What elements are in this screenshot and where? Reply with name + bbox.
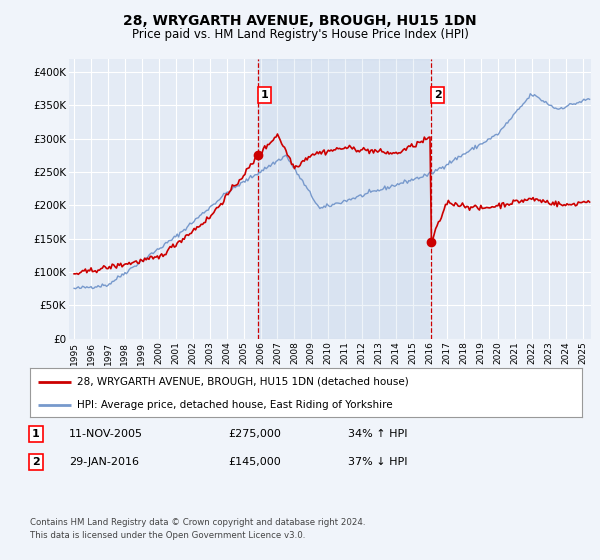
Text: 34% ↑ HPI: 34% ↑ HPI xyxy=(348,429,407,439)
Text: 37% ↓ HPI: 37% ↓ HPI xyxy=(348,457,407,467)
Text: 28, WRYGARTH AVENUE, BROUGH, HU15 1DN (detached house): 28, WRYGARTH AVENUE, BROUGH, HU15 1DN (d… xyxy=(77,377,409,387)
Bar xyxy=(259,59,431,339)
Text: 11-NOV-2005: 11-NOV-2005 xyxy=(69,429,143,439)
Text: £275,000: £275,000 xyxy=(228,429,281,439)
Text: 1: 1 xyxy=(261,90,269,100)
Text: £145,000: £145,000 xyxy=(228,457,281,467)
Text: 2: 2 xyxy=(434,90,442,100)
Text: 28, WRYGARTH AVENUE, BROUGH, HU15 1DN: 28, WRYGARTH AVENUE, BROUGH, HU15 1DN xyxy=(123,14,477,28)
Text: Contains HM Land Registry data © Crown copyright and database right 2024.
This d: Contains HM Land Registry data © Crown c… xyxy=(30,518,365,539)
Text: 29-JAN-2016: 29-JAN-2016 xyxy=(69,457,139,467)
Text: HPI: Average price, detached house, East Riding of Yorkshire: HPI: Average price, detached house, East… xyxy=(77,400,392,410)
Text: Price paid vs. HM Land Registry's House Price Index (HPI): Price paid vs. HM Land Registry's House … xyxy=(131,28,469,41)
Text: 2: 2 xyxy=(32,457,40,467)
Text: 1: 1 xyxy=(32,429,40,439)
